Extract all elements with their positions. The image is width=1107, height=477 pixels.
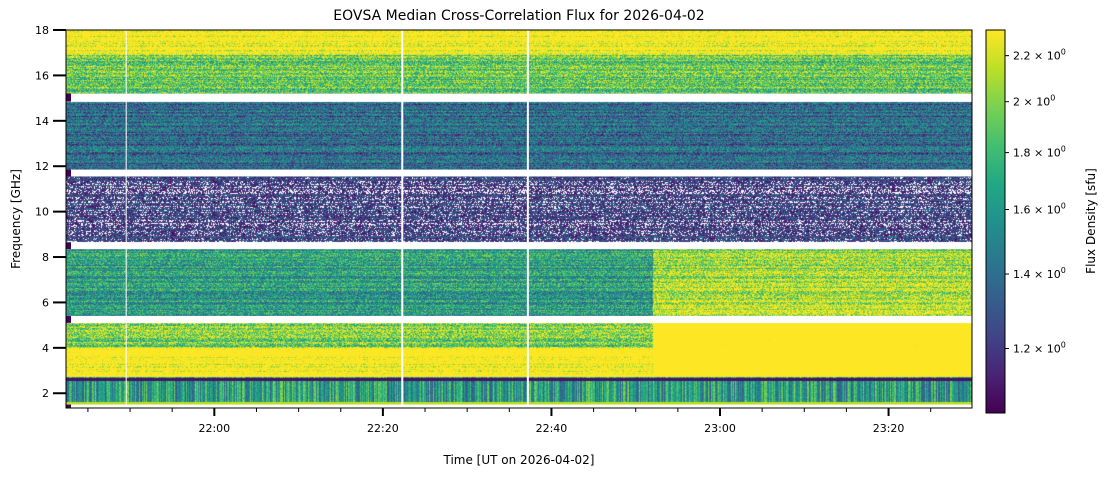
colorbar-ticks: 1.2 × 100 1.4 × 100 1.6 × 100 1.8 × 100 2 × … bbox=[1005, 48, 1066, 355]
y-tick-label: 2 bbox=[42, 387, 49, 400]
colorbar-tick-label: 1.6 × 100 bbox=[1013, 202, 1066, 217]
colorbar bbox=[985, 29, 1006, 414]
y-tick-label: 18 bbox=[35, 24, 49, 37]
chart-title: EOVSA Median Cross-Correlation Flux for … bbox=[333, 8, 704, 24]
frequency-gap bbox=[71, 93, 972, 102]
y-axis-label: Frequency [GHz] bbox=[9, 169, 23, 269]
gap-edge-marker bbox=[66, 404, 71, 408]
frequency-gap bbox=[71, 169, 972, 177]
y-tick-label: 16 bbox=[35, 69, 49, 82]
x-tick-label: 22:00 bbox=[198, 422, 230, 435]
time-gap-line bbox=[401, 30, 404, 408]
gap-edge-marker bbox=[66, 242, 71, 250]
x-tick-label: 23:20 bbox=[873, 422, 905, 435]
spectrogram-image bbox=[66, 30, 972, 408]
gap-edge-marker bbox=[66, 169, 71, 177]
y-tick-label: 6 bbox=[42, 296, 49, 309]
gap-edge-marker bbox=[66, 316, 71, 323]
time-gap-line bbox=[526, 30, 529, 408]
y-axis: 2 4 6 8 10 12 14 16 18 bbox=[35, 24, 66, 400]
x-tick-label: 22:40 bbox=[536, 422, 568, 435]
y-tick-label: 8 bbox=[42, 251, 49, 264]
gap-edge-marker bbox=[66, 93, 71, 102]
data-gaps bbox=[66, 30, 972, 408]
plot-frame bbox=[65, 29, 973, 409]
x-axis-label: Time [UT on 2026-04-02] bbox=[443, 453, 595, 467]
y-tick-label: 12 bbox=[35, 160, 49, 173]
frequency-gap bbox=[71, 316, 972, 323]
colorbar-tick-label: 2 × 100 bbox=[1013, 94, 1055, 109]
y-tick-label: 14 bbox=[35, 115, 49, 128]
colorbar-tick-label: 2.2 × 100 bbox=[1013, 48, 1066, 63]
x-tick-label: 23:00 bbox=[704, 422, 736, 435]
x-tick-label: 22:20 bbox=[367, 422, 399, 435]
colorbar-tick-label: 1.8 × 100 bbox=[1013, 145, 1066, 160]
time-gap-line bbox=[125, 30, 127, 408]
colorbar-tick-label: 1.4 × 100 bbox=[1013, 266, 1066, 281]
colorbar-label: Flux Density [sfu] bbox=[1084, 168, 1098, 274]
frequency-gap bbox=[71, 404, 972, 408]
y-tick-label: 10 bbox=[35, 206, 49, 219]
y-tick-label: 4 bbox=[42, 342, 49, 355]
colorbar-tick-label: 1.2 × 100 bbox=[1013, 340, 1066, 355]
frequency-gap bbox=[71, 242, 972, 250]
x-axis: 22:00 22:20 22:40 23:00 23:20 bbox=[87, 408, 932, 435]
